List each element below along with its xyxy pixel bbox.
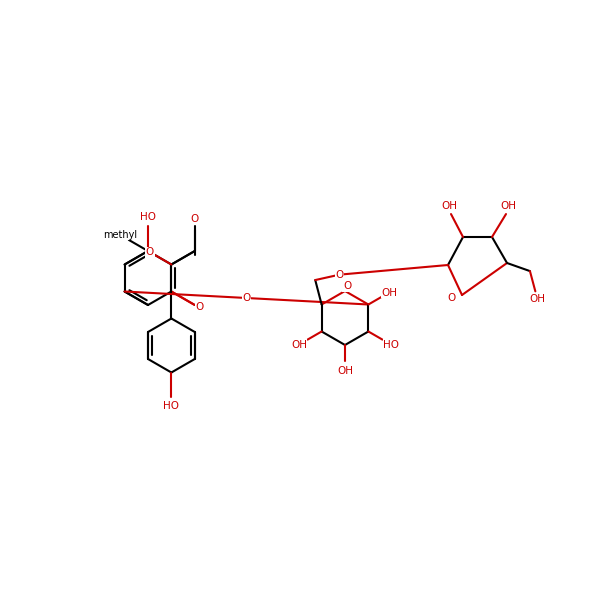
- Text: HO: HO: [163, 401, 179, 412]
- Text: O: O: [448, 293, 456, 303]
- Text: OH: OH: [291, 340, 307, 350]
- Text: OH: OH: [337, 366, 353, 376]
- Text: OH: OH: [381, 287, 397, 298]
- Text: O: O: [343, 281, 351, 291]
- Text: OH: OH: [441, 201, 457, 211]
- Text: OH: OH: [500, 201, 516, 211]
- Text: methyl: methyl: [103, 230, 137, 240]
- Text: O: O: [335, 269, 344, 280]
- Text: O: O: [146, 247, 154, 257]
- Text: OH: OH: [529, 295, 545, 304]
- Text: HO: HO: [383, 340, 399, 350]
- Text: HO: HO: [140, 212, 156, 222]
- Text: O: O: [196, 302, 204, 312]
- Text: methyl: methyl: [103, 230, 137, 240]
- Text: O: O: [242, 293, 251, 303]
- Text: O: O: [191, 214, 199, 224]
